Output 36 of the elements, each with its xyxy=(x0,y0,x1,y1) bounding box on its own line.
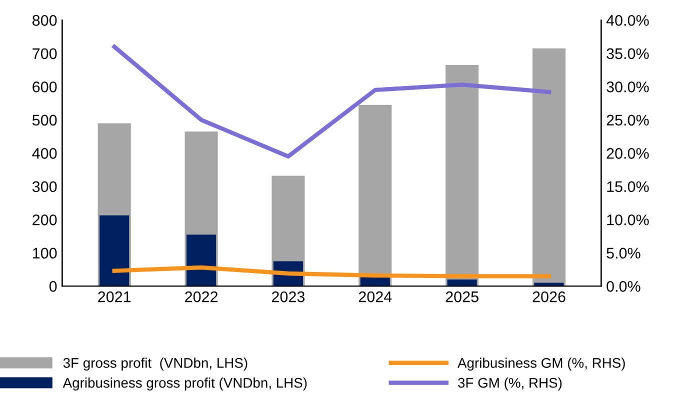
bar xyxy=(358,104,392,286)
bar xyxy=(100,215,130,286)
legend-label: 3F GM (%, RHS) xyxy=(458,378,562,390)
bar xyxy=(186,234,216,286)
y2-tick-label: 25.0% xyxy=(606,114,649,126)
line-series xyxy=(112,44,552,159)
legend-label: 3F gross profit (VNDbn, LHS) xyxy=(63,358,248,371)
y2-tick-label: 20.0% xyxy=(606,148,649,159)
y-tick-label: 300 xyxy=(32,181,57,192)
y-tick-label: 600 xyxy=(32,82,57,92)
bar xyxy=(446,65,479,286)
y-tick-label: 200 xyxy=(32,214,57,226)
line-series xyxy=(112,265,552,278)
y2-tick-label: 40.0% xyxy=(606,15,649,26)
y-tick-label: 100 xyxy=(33,248,57,259)
x-tick-label: 2023 xyxy=(272,291,305,302)
y-tick-label: 0 xyxy=(49,281,57,292)
y-tick-label: 500 xyxy=(32,114,57,126)
y2-tick-label: 0.0% xyxy=(606,281,640,292)
x-tick-label: 2021 xyxy=(98,291,131,302)
bar xyxy=(532,48,566,286)
y2-tick-label: 15.0% xyxy=(607,181,649,192)
x-tick-label: 2024 xyxy=(358,291,392,302)
y2-tick-label: 10.0% xyxy=(607,214,649,226)
x-tick-label: 2026 xyxy=(532,291,566,302)
y-tick-label: 400 xyxy=(32,148,57,159)
y-tick-label: 800 xyxy=(32,15,57,26)
y2-tick-label: 30.0% xyxy=(606,82,649,92)
x-tick-label: 2025 xyxy=(446,291,478,302)
x-tick-label: 2022 xyxy=(185,291,218,302)
y2-tick-label: 35.0% xyxy=(606,48,649,60)
bar xyxy=(447,279,477,286)
legend-label: Agribusiness gross profit (VNDbn, LHS) xyxy=(62,378,307,390)
y2-tick-label: 5.0% xyxy=(606,248,640,259)
y-tick-label: 700 xyxy=(32,48,57,60)
legend-label: Agribusiness GM (%, RHS) xyxy=(458,358,625,371)
